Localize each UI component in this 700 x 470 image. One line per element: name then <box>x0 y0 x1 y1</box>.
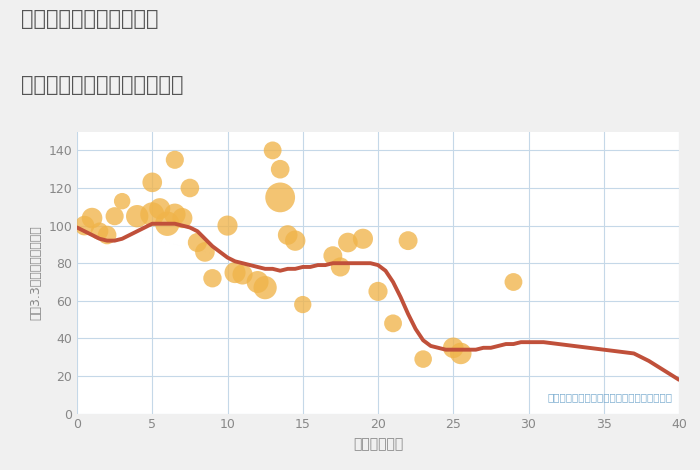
Point <box>176 214 188 222</box>
Point <box>87 214 98 222</box>
Point <box>282 231 293 239</box>
Point <box>252 278 263 286</box>
Text: 三重県津市美里町五百野: 三重県津市美里町五百野 <box>21 9 158 30</box>
Point <box>455 350 466 357</box>
Point <box>297 301 308 308</box>
Point <box>274 194 286 201</box>
Point <box>79 222 90 229</box>
Point <box>342 239 354 246</box>
Point <box>207 274 218 282</box>
Y-axis label: 平（3.3㎡）単価（万円）: 平（3.3㎡）単価（万円） <box>29 225 43 320</box>
Point <box>132 212 143 220</box>
Point <box>417 355 428 363</box>
Point <box>169 156 181 164</box>
Point <box>116 197 128 205</box>
Point <box>94 227 105 235</box>
Point <box>147 179 158 186</box>
Point <box>448 344 459 352</box>
Point <box>199 248 211 256</box>
Point <box>184 184 195 192</box>
Text: 円の大きさは、取引のあった物件面積を示す: 円の大きさは、取引のあった物件面積を示す <box>548 392 673 402</box>
Point <box>328 252 339 259</box>
Point <box>357 235 368 243</box>
Point <box>260 284 271 291</box>
Point <box>102 231 113 239</box>
Point <box>237 271 248 278</box>
X-axis label: 築年数（年）: 築年数（年） <box>353 437 403 451</box>
Point <box>162 220 173 227</box>
Point <box>402 237 414 244</box>
Text: 築年数別中古マンション価格: 築年数別中古マンション価格 <box>21 75 183 95</box>
Point <box>290 237 301 244</box>
Point <box>147 211 158 218</box>
Point <box>222 222 233 229</box>
Point <box>508 278 519 286</box>
Point <box>372 288 384 295</box>
Point <box>109 212 120 220</box>
Point <box>154 205 165 212</box>
Point <box>335 263 346 271</box>
Point <box>274 165 286 173</box>
Point <box>388 320 399 327</box>
Point <box>230 269 241 276</box>
Point <box>169 211 181 218</box>
Point <box>267 147 278 154</box>
Point <box>192 239 203 246</box>
